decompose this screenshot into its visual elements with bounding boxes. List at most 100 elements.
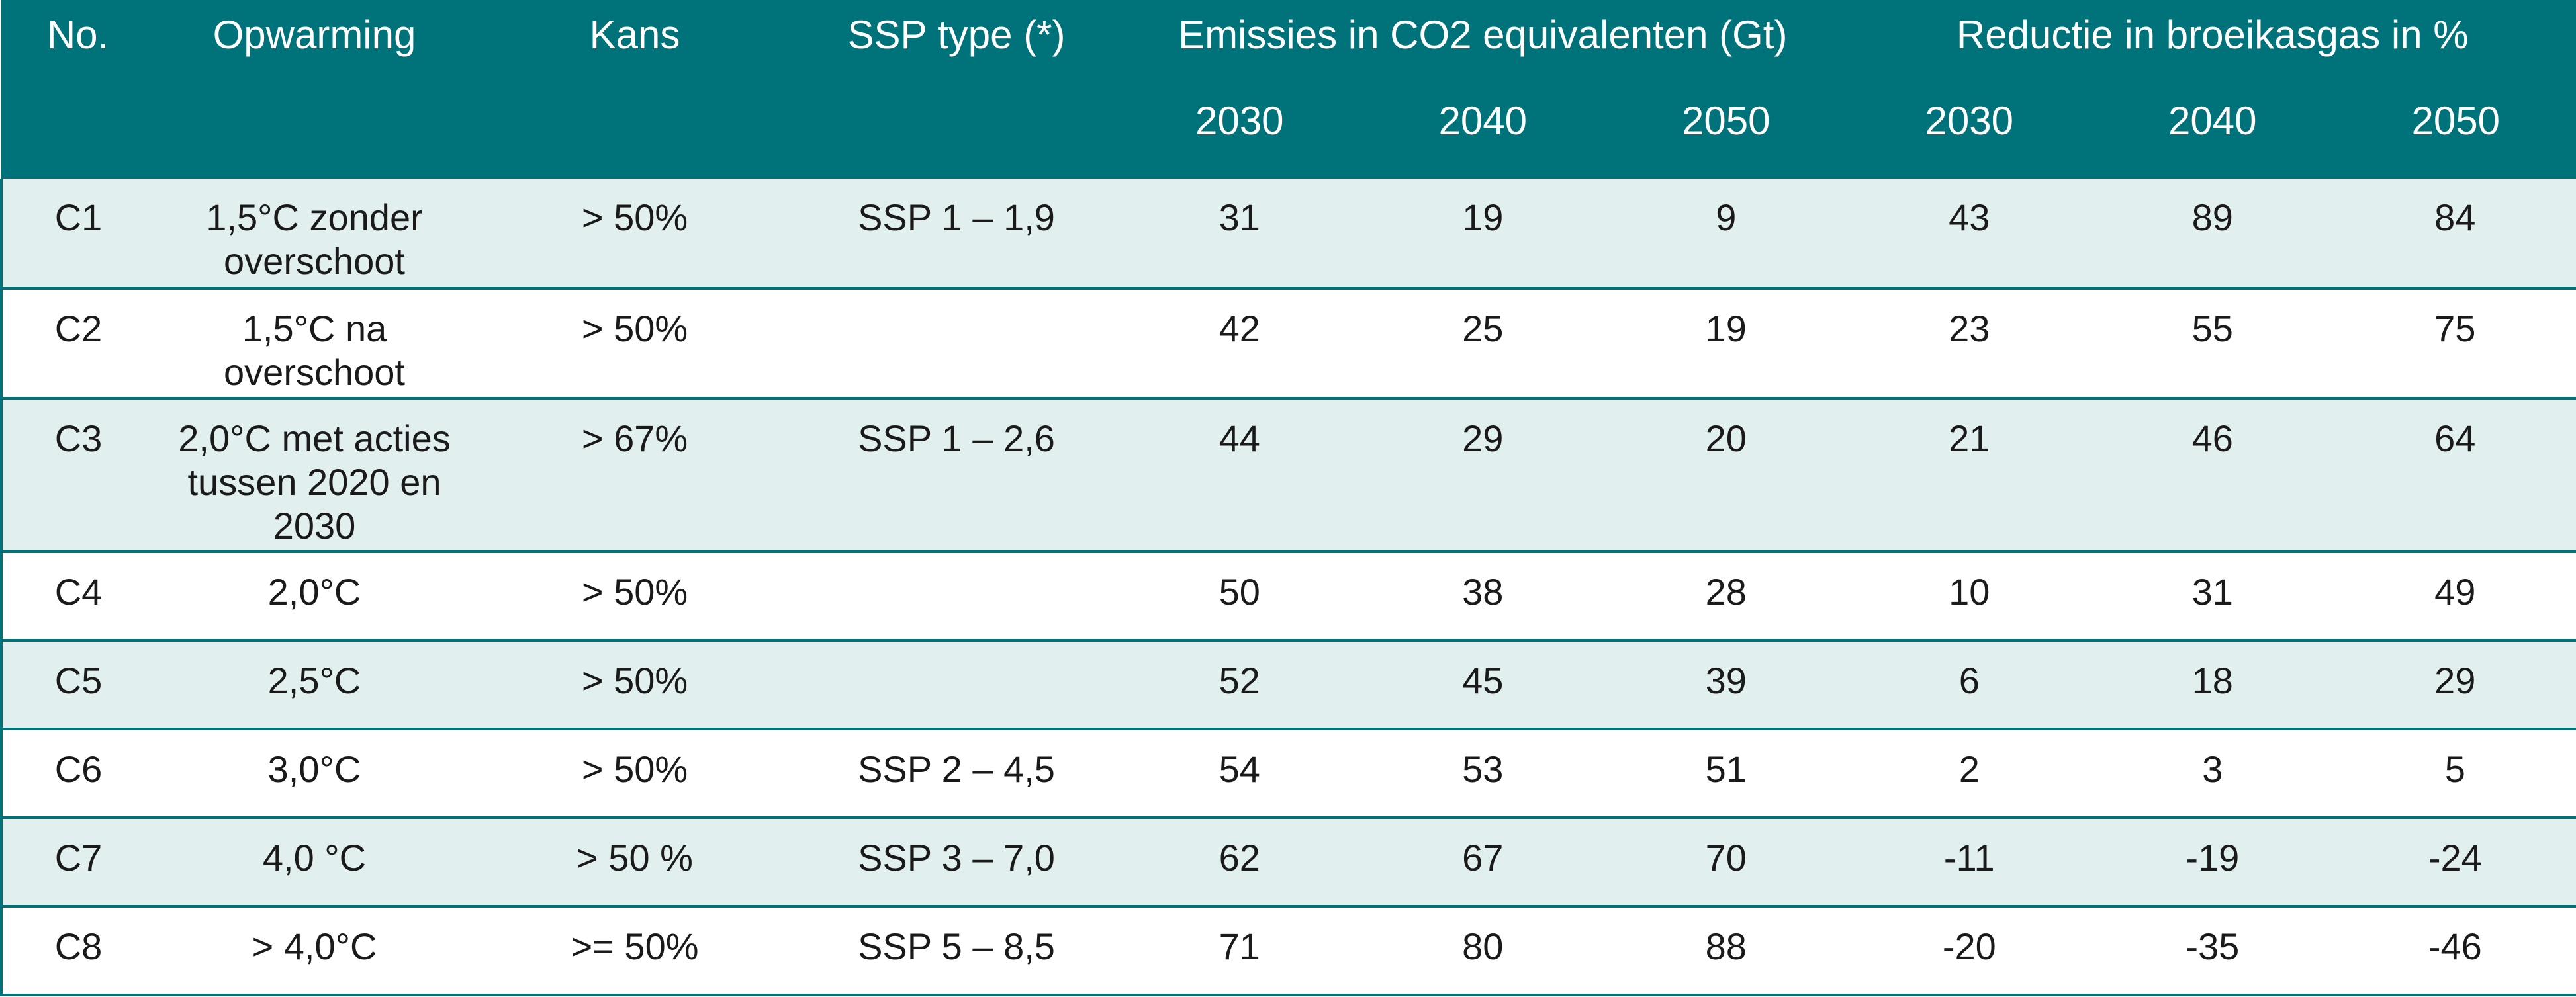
- table-row: C7 4,0 °C > 50 % SSP 3 – 7,0 62 67 70 -1…: [0, 818, 2576, 908]
- cell-emissie-2050: 19: [1604, 288, 1848, 400]
- table-row: C5 2,5°C > 50% 52 45 39 6 18 29: [0, 640, 2576, 730]
- header-kans: Kans: [475, 0, 795, 79]
- cell-reductie-2050: -24: [2334, 818, 2576, 908]
- header-empty: [1, 79, 154, 179]
- cell-no: C3: [0, 398, 154, 553]
- header-row-years: 2030 2040 2050 2030 2040 2050: [1, 79, 2576, 179]
- header-row-main: No. Opwarming Kans SSP type (*) Emissies…: [1, 0, 2576, 79]
- cell-kans: > 50%: [475, 729, 795, 819]
- cell-reductie-2030: -11: [1847, 818, 2092, 908]
- cell-reductie-2040: 46: [2091, 398, 2334, 553]
- cell-emissie-2040: 80: [1361, 906, 1604, 996]
- cell-kans: > 67%: [475, 398, 795, 553]
- header-year-emissies-2030: 2030: [1118, 79, 1361, 179]
- cell-emissie-2050: 70: [1604, 818, 1848, 908]
- cell-kans: > 50 %: [475, 818, 795, 908]
- cell-opwarming: 1,5°C zonder overschoot: [154, 179, 475, 290]
- cell-reductie-2050: -46: [2334, 906, 2576, 996]
- header-empty: [154, 79, 475, 179]
- cell-ssp: [795, 288, 1118, 400]
- cell-ssp: SSP 3 – 7,0: [795, 818, 1118, 908]
- table-row: C4 2,0°C > 50% 50 38 28 10 31 49: [0, 552, 2576, 642]
- cell-opwarming: 3,0°C: [154, 729, 475, 819]
- cell-ssp: [795, 640, 1118, 730]
- header-year-reductie-2040: 2040: [2091, 79, 2334, 179]
- cell-reductie-2030: 43: [1847, 179, 2092, 290]
- cell-emissie-2040: 45: [1361, 640, 1604, 730]
- header-empty: [475, 79, 795, 179]
- table-header: No. Opwarming Kans SSP type (*) Emissies…: [1, 0, 2576, 179]
- cell-opwarming: 2,5°C: [154, 640, 475, 730]
- header-year-emissies-2040: 2040: [1361, 79, 1604, 179]
- table-row: C6 3,0°C > 50% SSP 2 – 4,5 54 53 51 2 3 …: [0, 729, 2576, 819]
- header-year-reductie-2030: 2030: [1847, 79, 2092, 179]
- cell-reductie-2030: 2: [1847, 729, 2092, 819]
- cell-reductie-2040: 55: [2091, 288, 2334, 400]
- cell-reductie-2050: 75: [2334, 288, 2576, 400]
- cell-no: C4: [0, 552, 154, 642]
- header-ssp-type: SSP type (*): [795, 0, 1118, 79]
- header-no: No.: [1, 0, 154, 79]
- cell-no: C6: [0, 729, 154, 819]
- cell-emissie-2050: 51: [1604, 729, 1848, 819]
- cell-opwarming: 2,0°C met acties tussen 2020 en 2030: [154, 398, 475, 553]
- header-year-reductie-2050: 2050: [2334, 79, 2576, 179]
- cell-reductie-2030: 6: [1847, 640, 2092, 730]
- cell-emissie-2050: 39: [1604, 640, 1848, 730]
- cell-emissie-2040: 29: [1361, 398, 1604, 553]
- cell-reductie-2040: 18: [2091, 640, 2334, 730]
- cell-reductie-2040: 31: [2091, 552, 2334, 642]
- cell-reductie-2040: 3: [2091, 729, 2334, 819]
- header-reductie: Reductie in broeikasgas in %: [1847, 0, 2576, 79]
- cell-emissie-2030: 71: [1118, 906, 1361, 996]
- cell-emissie-2030: 31: [1118, 179, 1361, 290]
- cell-kans: > 50%: [475, 552, 795, 642]
- cell-no: C7: [0, 818, 154, 908]
- cell-emissie-2030: 54: [1118, 729, 1361, 819]
- cell-reductie-2030: 10: [1847, 552, 2092, 642]
- table-row: C8 > 4,0°C >= 50% SSP 5 – 8,5 71 80 88 -…: [0, 906, 2576, 996]
- cell-emissie-2030: 62: [1118, 818, 1361, 908]
- cell-ssp: [795, 552, 1118, 642]
- cell-emissie-2050: 28: [1604, 552, 1848, 642]
- cell-kans: > 50%: [475, 179, 795, 290]
- header-year-emissies-2050: 2050: [1604, 79, 1848, 179]
- cell-emissie-2030: 42: [1118, 288, 1361, 400]
- cell-opwarming: > 4,0°C: [154, 906, 475, 996]
- table-body: C1 1,5°C zonder overschoot > 50% SSP 1 –…: [0, 179, 2576, 996]
- cell-emissie-2040: 67: [1361, 818, 1604, 908]
- cell-emissie-2040: 19: [1361, 179, 1604, 290]
- cell-reductie-2030: 21: [1847, 398, 2092, 553]
- cell-kans: > 50%: [475, 640, 795, 730]
- cell-ssp: SSP 1 – 2,6: [795, 398, 1118, 553]
- cell-reductie-2030: -20: [1847, 906, 2092, 996]
- cell-emissie-2030: 50: [1118, 552, 1361, 642]
- cell-reductie-2050: 49: [2334, 552, 2576, 642]
- cell-emissie-2030: 44: [1118, 398, 1361, 553]
- cell-opwarming: 4,0 °C: [154, 818, 475, 908]
- cell-opwarming: 2,0°C: [154, 552, 475, 642]
- table-row: C3 2,0°C met acties tussen 2020 en 2030 …: [0, 398, 2576, 553]
- cell-no: C8: [0, 906, 154, 996]
- cell-ssp: SSP 1 – 1,9: [795, 179, 1118, 290]
- cell-ssp: SSP 5 – 8,5: [795, 906, 1118, 996]
- cell-kans: > 50%: [475, 288, 795, 400]
- cell-emissie-2050: 9: [1604, 179, 1848, 290]
- cell-reductie-2040: -35: [2091, 906, 2334, 996]
- cell-reductie-2050: 64: [2334, 398, 2576, 553]
- cell-no: C1: [0, 179, 154, 290]
- cell-reductie-2030: 23: [1847, 288, 2092, 400]
- cell-emissie-2040: 25: [1361, 288, 1604, 400]
- cell-no: C2: [0, 288, 154, 400]
- header-empty: [795, 79, 1118, 179]
- table-row: C1 1,5°C zonder overschoot > 50% SSP 1 –…: [0, 179, 2576, 290]
- cell-no: C5: [0, 640, 154, 730]
- cell-emissie-2030: 52: [1118, 640, 1361, 730]
- cell-kans: >= 50%: [475, 906, 795, 996]
- cell-ssp: SSP 2 – 4,5: [795, 729, 1118, 819]
- cell-reductie-2040: -19: [2091, 818, 2334, 908]
- cell-emissie-2040: 38: [1361, 552, 1604, 642]
- table-row: C2 1,5°C na overschoot > 50% 42 25 19 23…: [0, 288, 2576, 400]
- cell-emissie-2050: 88: [1604, 906, 1848, 996]
